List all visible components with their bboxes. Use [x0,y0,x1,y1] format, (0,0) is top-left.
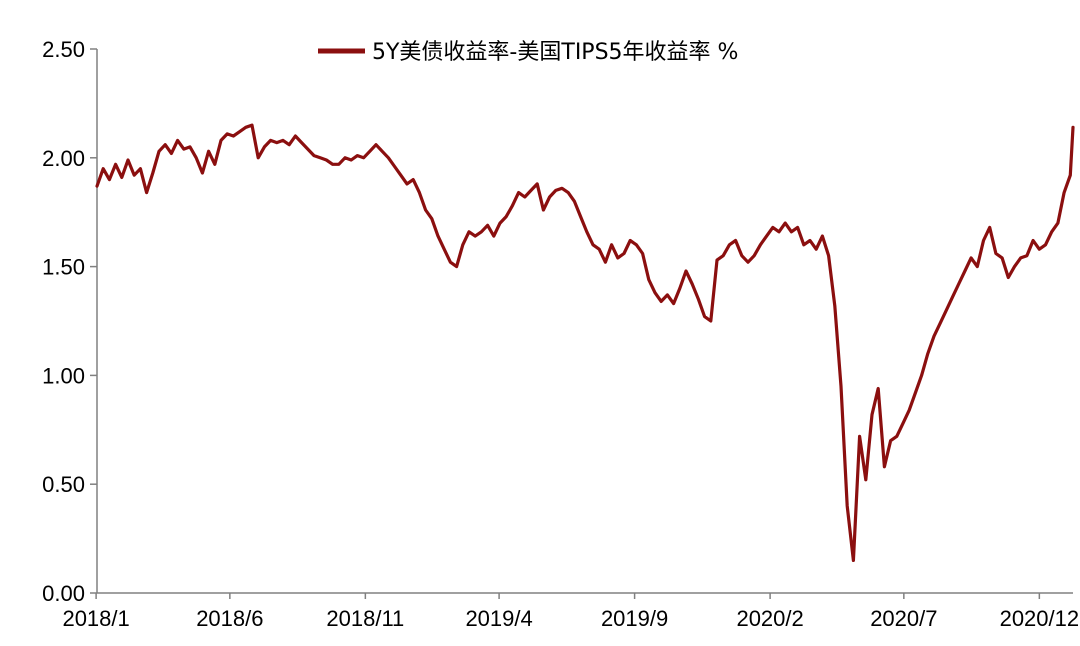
y-tick-label: 2.00 [42,146,85,171]
y-tick-label: 2.50 [42,37,85,62]
y-tick-label: 1.50 [42,255,85,280]
plot-area [95,123,1075,563]
series-line-0 [95,123,1075,563]
x-tick-label: 2020/7 [870,606,937,631]
x-tick-label: 2020/12 [1000,606,1080,631]
legend: 5Y美债收益率-美国TIPS5年收益率 % [318,40,738,65]
x-tick-label: 2019/9 [601,606,668,631]
y-tick-label: 1.00 [42,363,85,388]
x-tick-label: 2018/1 [62,606,129,631]
x-tick-label: 2019/4 [465,606,532,631]
y-tick-label: 0.00 [42,581,85,606]
legend-label: 5Y美债收益率-美国TIPS5年收益率 % [372,40,738,65]
x-tick-label: 2020/2 [736,606,803,631]
x-tick-label: 2018/11 [326,606,404,631]
x-tick-label: 2018/6 [196,606,263,631]
y-tick-label: 0.50 [42,472,85,497]
y-axis: 0.00 0.50 1.00 1.50 2.00 2.50 [42,37,98,606]
x-axis: 2018/1 2018/6 2018/11 2019/4 2019/9 2020/2 202… [62,592,1080,631]
